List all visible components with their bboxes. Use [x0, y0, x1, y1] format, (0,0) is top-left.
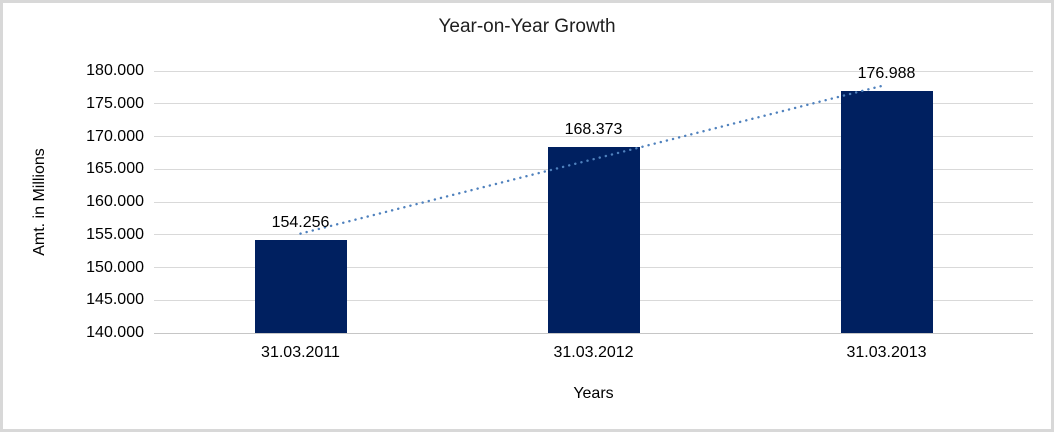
data-label: 176.988: [857, 64, 916, 82]
x-axis-tick-label: 31.03.2013: [846, 344, 927, 361]
x-axis-tick-label: 31.03.2012: [553, 344, 634, 361]
data-label: 168.373: [564, 121, 623, 139]
data-label: 154.256: [271, 213, 330, 231]
y-axis-tick-label: 150.000: [86, 258, 144, 276]
x-axis-tick-label: 31.03.2011: [261, 344, 340, 361]
x-axis-line: [154, 332, 1033, 334]
y-axis-tick-label: 145.000: [86, 291, 144, 309]
gridline: [154, 70, 1033, 72]
bar: [254, 239, 347, 333]
y-axis-tick-label: 180.000: [86, 62, 144, 79]
bar: [840, 90, 933, 333]
y-axis-tick-label: 155.000: [86, 225, 144, 243]
chart-title: Year-on-Year Growth: [438, 16, 616, 37]
x-axis-title: Years: [573, 385, 614, 402]
y-axis-tick-label: 165.000: [86, 160, 144, 178]
y-axis-tick-label: 140.000: [86, 324, 144, 341]
y-axis-tick-label: 160.000: [86, 193, 144, 210]
bar: [547, 147, 640, 333]
y-axis-tick-label: 170.000: [86, 127, 144, 145]
y-axis-tick-label: 175.000: [86, 94, 144, 112]
